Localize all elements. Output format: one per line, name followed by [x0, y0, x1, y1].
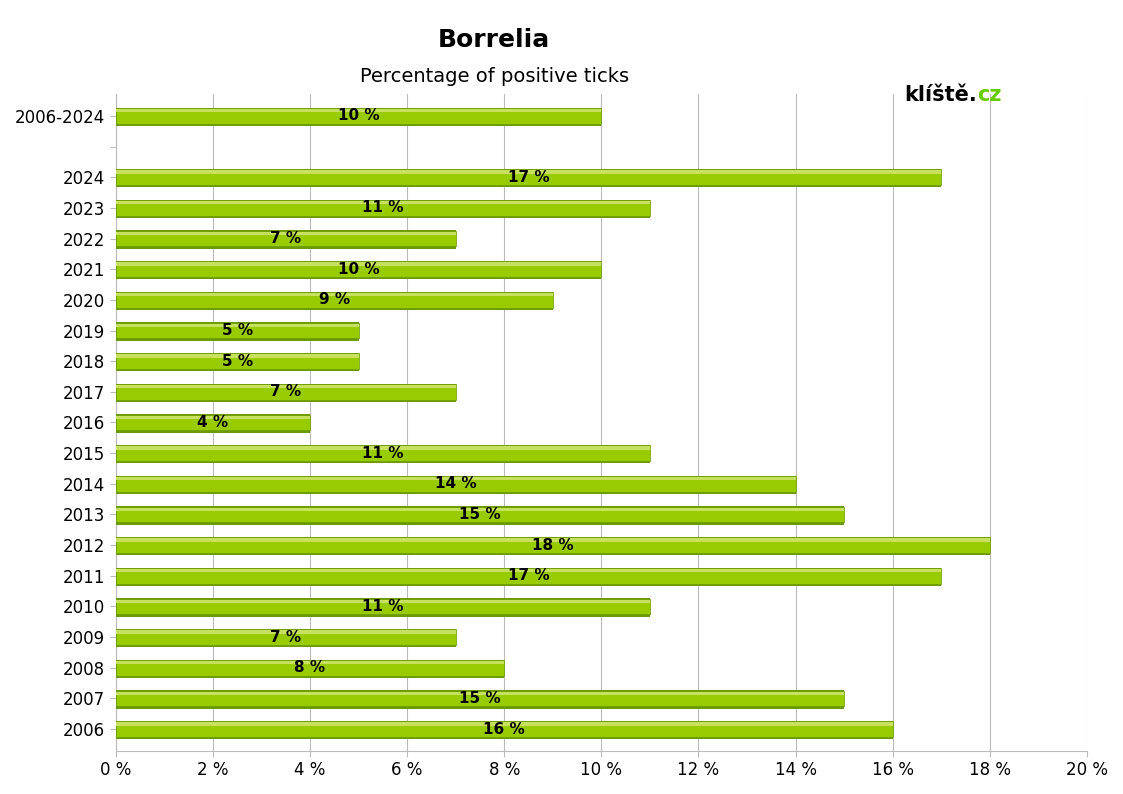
- Bar: [116, 568, 941, 584]
- Bar: [116, 445, 650, 463]
- Bar: [116, 169, 941, 187]
- Text: 8 %: 8 %: [294, 661, 326, 675]
- Bar: [116, 507, 844, 522]
- Bar: [116, 261, 601, 279]
- Bar: [116, 292, 553, 307]
- Bar: [116, 200, 650, 216]
- Bar: [116, 384, 456, 399]
- Text: 11 %: 11 %: [362, 599, 403, 614]
- Bar: [116, 723, 893, 726]
- Bar: [116, 476, 795, 494]
- Bar: [116, 171, 941, 174]
- Text: 15 %: 15 %: [459, 691, 501, 706]
- Bar: [116, 660, 504, 676]
- Bar: [116, 414, 310, 430]
- Bar: [116, 384, 456, 402]
- Text: 7 %: 7 %: [271, 630, 301, 645]
- Text: 9 %: 9 %: [319, 292, 349, 307]
- Bar: [116, 446, 650, 449]
- Bar: [116, 630, 456, 634]
- Text: 4 %: 4 %: [198, 415, 228, 430]
- Bar: [116, 108, 601, 124]
- Bar: [116, 291, 553, 310]
- Bar: [116, 538, 989, 553]
- Text: 16 %: 16 %: [483, 722, 526, 737]
- Bar: [116, 232, 456, 235]
- Text: 17 %: 17 %: [508, 569, 549, 584]
- Text: 14 %: 14 %: [435, 476, 476, 491]
- Bar: [116, 293, 553, 296]
- Bar: [116, 231, 456, 246]
- Bar: [116, 354, 358, 357]
- Bar: [116, 721, 893, 739]
- Bar: [116, 599, 650, 603]
- Bar: [116, 721, 893, 737]
- Text: 10 %: 10 %: [338, 108, 380, 123]
- Bar: [116, 507, 844, 511]
- Bar: [116, 661, 504, 665]
- Bar: [116, 169, 941, 185]
- Bar: [116, 353, 358, 372]
- Text: cz: cz: [977, 85, 1002, 106]
- Bar: [116, 568, 941, 586]
- Bar: [116, 445, 650, 461]
- Bar: [116, 537, 989, 555]
- Bar: [116, 598, 650, 617]
- Bar: [116, 599, 650, 615]
- Bar: [116, 416, 310, 419]
- Bar: [116, 569, 941, 572]
- Bar: [116, 261, 601, 277]
- Text: klíště.: klíště.: [904, 85, 977, 106]
- Bar: [116, 692, 844, 695]
- Bar: [116, 199, 650, 218]
- Text: 11 %: 11 %: [362, 445, 403, 461]
- Bar: [116, 324, 358, 327]
- Bar: [116, 629, 456, 647]
- Bar: [116, 201, 650, 204]
- Text: 5 %: 5 %: [221, 323, 253, 338]
- Text: 18 %: 18 %: [532, 538, 574, 553]
- Bar: [116, 385, 456, 388]
- Bar: [116, 107, 601, 126]
- Bar: [116, 630, 456, 645]
- Bar: [116, 538, 989, 542]
- Bar: [116, 109, 601, 113]
- Bar: [116, 262, 601, 266]
- Text: 10 %: 10 %: [338, 262, 380, 276]
- Text: Percentage of positive ticks: Percentage of positive ticks: [359, 67, 629, 87]
- Bar: [116, 322, 358, 338]
- Bar: [116, 414, 310, 433]
- Bar: [116, 322, 358, 341]
- Text: 11 %: 11 %: [362, 200, 403, 215]
- Bar: [116, 353, 358, 369]
- Text: Borrelia: Borrelia: [438, 28, 550, 52]
- Bar: [116, 477, 795, 480]
- Text: 17 %: 17 %: [508, 170, 549, 185]
- Bar: [116, 660, 504, 678]
- Text: 7 %: 7 %: [271, 384, 301, 399]
- Bar: [116, 476, 795, 491]
- Bar: [116, 691, 844, 707]
- Text: 7 %: 7 %: [271, 231, 301, 246]
- Text: 5 %: 5 %: [221, 353, 253, 368]
- Bar: [116, 230, 456, 249]
- Bar: [116, 507, 844, 525]
- Text: 15 %: 15 %: [459, 507, 501, 522]
- Bar: [116, 690, 844, 708]
